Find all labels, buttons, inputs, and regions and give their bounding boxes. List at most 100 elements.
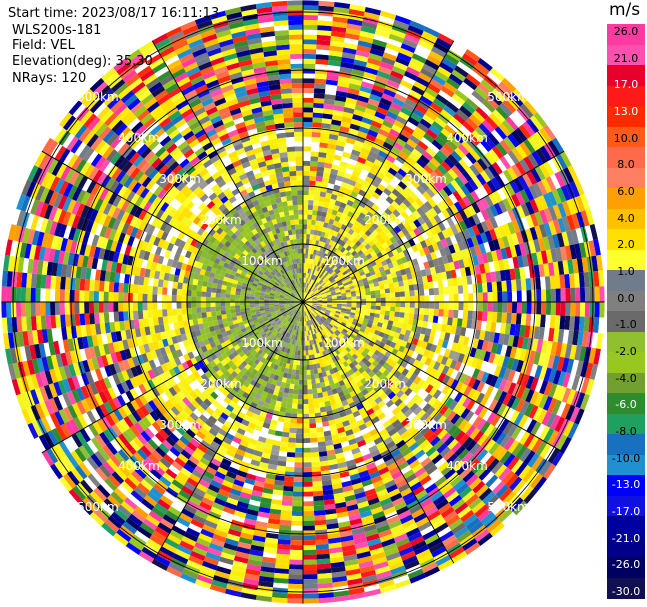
velocity-gate [391,336,399,344]
velocity-gate [380,327,387,334]
velocity-gate [93,291,99,302]
velocity-gate [374,396,383,405]
velocity-gate [369,347,377,354]
velocity-gate [458,302,464,311]
velocity-gate [118,311,124,322]
velocity-gate [328,379,335,386]
velocity-gate [352,451,363,460]
velocity-gate [357,330,364,337]
velocity-gate [297,350,301,356]
velocity-gate [338,369,345,376]
velocity-gate [459,486,473,499]
velocity-gate [443,348,452,358]
velocity-gate [421,341,428,350]
velocity-gate [389,466,401,476]
velocity-gate [451,522,466,535]
velocity-gate [440,418,451,429]
velocity-gate [501,356,510,369]
velocity-gate [307,303,313,306]
velocity-gate [519,348,527,362]
velocity-gate [226,533,241,542]
velocity-gate [310,324,314,330]
velocity-gate [584,302,591,318]
velocity-gate [471,368,481,380]
velocity-gate [303,486,313,492]
velocity-gate [309,418,316,424]
velocity-gate [449,456,462,469]
velocity-gate [282,495,293,502]
velocity-gate [320,335,325,342]
velocity-gate [422,403,432,413]
velocity-gate [492,302,498,313]
velocity-gate [506,357,515,370]
velocity-gate [548,383,558,398]
velocity-gate [376,462,387,471]
velocity-gate [306,305,310,310]
velocity-gate [220,310,227,315]
velocity-gate [118,292,124,302]
velocity-gate [347,319,353,324]
velocity-gate [267,428,276,436]
velocity-gate [413,418,424,429]
velocity-gate [436,526,452,538]
velocity-gate [305,311,308,317]
velocity-gate [289,422,297,429]
velocity-gate [427,335,435,345]
velocity-gate [298,311,301,317]
velocity-gate [574,408,585,425]
velocity-gate [416,471,429,482]
velocity-gate [303,554,317,560]
velocity-gate [303,588,319,594]
velocity-gate [529,390,540,405]
velocity-gate [552,369,562,385]
velocity-gate [79,290,85,302]
velocity-gate [288,363,294,370]
velocity-gate [433,425,444,437]
velocity-gate [358,360,365,368]
velocity-gate [162,279,169,288]
velocity-gate [279,406,287,413]
velocity-gate [391,470,403,480]
velocity-gate [249,549,264,557]
velocity-gate [317,304,323,307]
velocity-gate [278,371,285,378]
velocity-gate [251,454,262,462]
velocity-gate [308,403,315,409]
velocity-gate [439,347,447,357]
velocity-gate [330,309,336,313]
velocity-gate [305,316,308,322]
velocity-gate [453,334,461,344]
velocity-gate [79,302,85,314]
velocity-gate [303,520,315,526]
velocity-gate [347,577,363,586]
velocity-gate [294,452,303,458]
velocity-gate [289,339,293,345]
velocity-gate [320,341,326,347]
velocity-gate [348,468,359,476]
velocity-gate [368,357,375,364]
velocity-gate [282,392,289,399]
velocity-gate [390,431,401,441]
velocity-gate [324,327,330,333]
velocity-gate [94,280,100,292]
velocity-gate [221,547,237,556]
velocity-gate [315,358,320,364]
velocity-gate [346,433,356,441]
velocity-gate [279,519,292,526]
velocity-gate [342,388,350,396]
velocity-gate [371,302,376,306]
velocity-gate [530,377,539,391]
velocity-gate [355,435,365,443]
velocity-gate [353,487,365,495]
velocity-gate [421,562,438,574]
velocity-gate [437,558,454,571]
velocity-gate [347,582,364,591]
velocity-gate [351,347,358,354]
velocity-gate [361,302,367,306]
velocity-gate [30,287,36,302]
velocity-gate [303,365,307,371]
velocity-gate [334,397,342,404]
velocity-gate [312,303,318,306]
velocity-gate [483,330,491,342]
velocity-gate [417,453,429,464]
